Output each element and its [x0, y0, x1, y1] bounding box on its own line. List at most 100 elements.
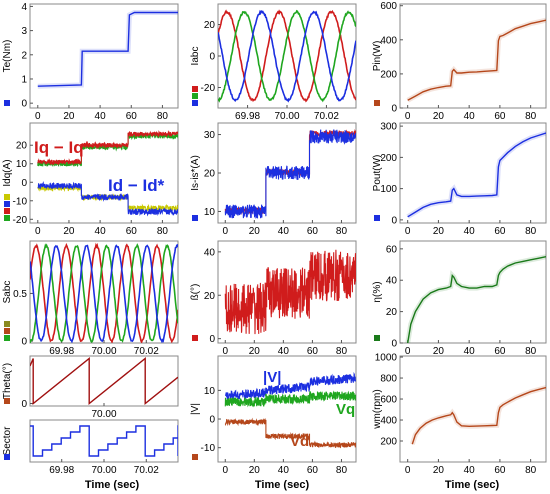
y-tick-label: 10: [204, 386, 216, 397]
x-tick-label: 70.02: [134, 465, 159, 476]
x-tick-label: 80: [157, 226, 169, 237]
y-tick-label: 0: [391, 104, 397, 115]
x-tick-label: 0: [35, 111, 41, 122]
x-tick-label: 70.00: [91, 409, 116, 420]
y-axis-label: Pin(W): [372, 41, 383, 72]
x-tick-label: 70.00: [91, 465, 116, 476]
noise-band: [224, 129, 356, 219]
x-tick-label: 20: [249, 226, 261, 237]
y-tick-label: 600: [380, 1, 397, 12]
legend-swatch: [4, 100, 10, 106]
data-layer: [37, 10, 178, 89]
data-layer: [30, 357, 178, 405]
x-tick-label: 40: [278, 346, 290, 357]
sawtooth-line: [30, 357, 178, 405]
y-axis-label: wm(rpm): [372, 389, 383, 429]
x-tick-label: 60: [126, 226, 138, 237]
x-tick-label: 80: [525, 226, 537, 237]
x-tick-label: 40: [464, 465, 476, 476]
y-tick-label: 0: [21, 337, 27, 348]
data-layer: [406, 130, 546, 219]
x-tick-label: 40: [278, 226, 290, 237]
wave-line: [30, 242, 178, 343]
y-tick-label: 30: [204, 130, 216, 141]
panel-pout: 0 100 200 300 0 20 40 60 80 Pout(W): [372, 122, 547, 237]
wave-line: [30, 243, 178, 343]
x-tick-label: 0: [222, 465, 228, 476]
x-tick-label: 20: [249, 346, 261, 357]
y-axis-label: ß(°): [190, 284, 201, 301]
noise-band: [37, 180, 178, 217]
x-tick-label: 80: [157, 111, 169, 122]
y-tick-label: 0: [21, 399, 27, 410]
panel-sector: 69.98 70.00 70.02 Sector: [2, 419, 179, 476]
x-tick-label: 20: [433, 346, 445, 357]
data-layer: [224, 249, 356, 335]
x-tick-label: 60: [494, 465, 506, 476]
panel-sabc: 0 0.5 69.98 70.00 70.02 Sabc: [2, 240, 179, 357]
panel-beta: 0 20 40 0 20 40 60 80 ß(°): [190, 240, 357, 357]
panel-iabc: -20 0 20 69.98 70.00 70.02 Iabc: [190, 3, 357, 122]
y-tick-label: 100: [380, 184, 397, 195]
series-line: [407, 19, 546, 101]
x-tick-label: 0: [405, 346, 411, 357]
x-tick-label: 60: [494, 346, 506, 357]
wave-line: [218, 9, 356, 103]
legend-swatch: [4, 194, 10, 200]
y-tick-label: 400: [380, 416, 397, 427]
x-tick-label: 0: [222, 226, 228, 237]
y-axis-label: Pout(W): [372, 155, 383, 192]
y-axis-label: Iabc: [190, 47, 201, 66]
y-tick-label: 60: [386, 244, 398, 255]
y-axis-label: Sector: [2, 426, 13, 456]
x-tick-label: 40: [95, 226, 107, 237]
y-axis-label: Is-is*(A): [190, 155, 201, 191]
panel-pin: 0 200 400 600 0 20 40 60 80 Pin(W): [372, 1, 547, 122]
y-tick-label: -10: [201, 443, 216, 454]
x-tick-label: 0: [222, 346, 228, 357]
panel-eta: 0 20 40 60 0 20 40 60 80 η(%): [372, 240, 547, 357]
legend-swatch: [192, 215, 198, 221]
x-tick-label: 40: [278, 465, 290, 476]
x-tick-label: 69.98: [235, 111, 260, 122]
plot-frame: [29, 3, 179, 109]
y-tick-label: 1: [21, 74, 27, 85]
wave-line: [218, 9, 356, 103]
series-line: [411, 386, 546, 445]
y-tick-label: 300: [380, 122, 397, 133]
data-layer: [30, 425, 178, 457]
y-tick-label: 10: [204, 207, 216, 218]
x-tick-label: 20: [433, 111, 445, 122]
y-tick-label: 0: [209, 415, 215, 426]
x-tick-label: 20: [63, 111, 75, 122]
legend-swatch: [4, 454, 10, 460]
plot-frame: [29, 355, 179, 407]
legend-swatch: [4, 328, 10, 334]
panel-wm: 200 400 600 800 1000 0 20 40 60 80 wm(rpm): [372, 353, 547, 476]
y-tick-label: 10: [16, 159, 28, 170]
x-tick-label: 70.00: [274, 111, 299, 122]
y-tick-label: 40: [204, 247, 216, 258]
data-layer: [218, 9, 356, 103]
legend-swatch: [374, 215, 380, 221]
y-tick-label: 1000: [375, 353, 398, 364]
wave-line: [218, 9, 356, 103]
y-tick-label: 0: [391, 215, 397, 226]
data-layer: [37, 130, 178, 217]
x-tick-label: 20: [433, 226, 445, 237]
x-tick-label: 70.00: [91, 346, 116, 357]
y-axis-label: |V|: [190, 403, 201, 415]
legend-swatch: [374, 335, 380, 341]
legend-swatch: [192, 93, 198, 99]
y-tick-label: 0: [209, 52, 215, 63]
panel-v: -10 0 10 0 20 40 60 80 |V| |V| Vq Vd: [190, 355, 357, 476]
y-tick-label: 0: [21, 99, 27, 110]
y-axis-label: Theta(°): [2, 363, 13, 399]
x-axis-label-col3: Time (sec): [445, 479, 500, 491]
y-tick-label: 20: [16, 141, 28, 152]
data-layer: [409, 385, 546, 445]
x-tick-label: 69.98: [49, 465, 74, 476]
legend-swatch: [192, 454, 198, 460]
noise-band: [224, 249, 356, 335]
